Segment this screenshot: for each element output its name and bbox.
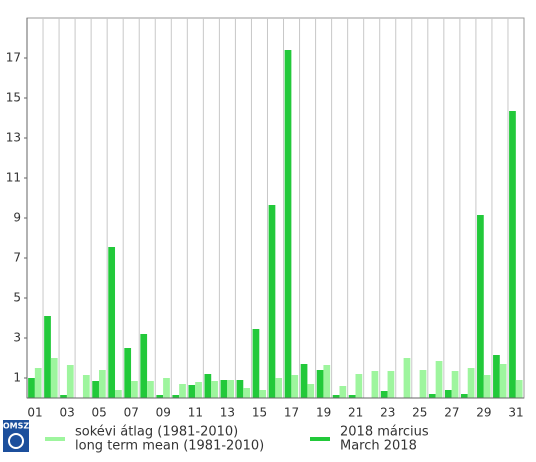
bar (211, 381, 218, 398)
bar (140, 334, 148, 398)
y-tick-label: 3 (13, 331, 21, 345)
bar (387, 371, 395, 398)
bar (467, 368, 475, 398)
bar (284, 50, 292, 398)
x-tick-label: 11 (188, 406, 203, 420)
bar (92, 381, 99, 398)
bar (44, 316, 51, 398)
x-tick-label: 05 (92, 406, 107, 420)
bar (323, 365, 331, 398)
bar (259, 390, 267, 398)
legend-label: long term mean (1981-2010) (75, 439, 264, 454)
x-tick-label: 23 (380, 406, 395, 420)
bar (493, 355, 500, 398)
bar (300, 364, 308, 398)
legend-label: 2018 március (340, 425, 429, 440)
bar (339, 386, 347, 398)
bar (28, 378, 35, 398)
bar (115, 390, 122, 398)
x-tick-label: 13 (220, 406, 235, 420)
y-tick-label: 13 (6, 131, 21, 145)
x-tick-label: 31 (508, 406, 523, 420)
bar (156, 395, 164, 398)
bar (460, 394, 468, 398)
x-tick-label: 27 (444, 406, 459, 420)
y-tick-label: 1 (13, 371, 21, 385)
bar (499, 364, 507, 398)
x-tick-label: 17 (284, 406, 299, 420)
bar (163, 378, 170, 398)
y-tick-label: 11 (6, 171, 21, 185)
bar (316, 370, 324, 398)
bar (435, 361, 443, 398)
bar (515, 380, 523, 398)
bar (131, 381, 138, 398)
bar (307, 384, 315, 398)
bar (355, 374, 363, 398)
bar (66, 365, 74, 398)
bar (428, 394, 436, 398)
bar (380, 391, 388, 398)
bar (204, 374, 212, 398)
bar (483, 375, 491, 398)
bar (268, 205, 276, 398)
bar (60, 395, 67, 398)
bar (236, 380, 244, 398)
bar (403, 358, 411, 398)
bar (82, 375, 90, 398)
bar (509, 111, 516, 398)
y-tick-label: 15 (6, 91, 21, 105)
bar (348, 395, 356, 398)
bar (371, 371, 379, 398)
bar (275, 378, 283, 398)
x-tick-label: 29 (476, 406, 491, 420)
bar (227, 380, 234, 398)
bar (220, 380, 228, 398)
x-tick-label: 19 (316, 406, 331, 420)
x-tick-label: 03 (59, 406, 74, 420)
x-tick-label: 09 (156, 406, 171, 420)
bar (332, 395, 340, 398)
bar (147, 381, 154, 398)
legend-label: March 2018 (340, 439, 417, 454)
bar (172, 395, 180, 398)
bar (243, 388, 251, 398)
plot-area (26, 17, 525, 399)
bar (98, 370, 106, 398)
bar (419, 370, 427, 398)
bar (195, 382, 202, 398)
bar (444, 390, 452, 398)
legend-label: sokévi átlag (1981-2010) (75, 425, 238, 440)
y-tick-label: 7 (13, 251, 21, 265)
bar (108, 247, 116, 398)
bar (188, 385, 196, 398)
bar (451, 371, 459, 398)
bar (124, 348, 132, 398)
x-tick-label: 25 (412, 406, 427, 420)
x-tick-label: 01 (27, 406, 42, 420)
x-tick-label: 15 (252, 406, 267, 420)
y-tick-label: 17 (6, 51, 21, 65)
logo-mark (8, 433, 24, 449)
bar (179, 384, 186, 398)
x-tick-label: 21 (348, 406, 363, 420)
logo (3, 420, 29, 452)
bar (291, 375, 299, 398)
bar (50, 358, 58, 398)
y-tick-label: 9 (13, 211, 21, 225)
bar (252, 329, 260, 398)
bar (34, 368, 42, 398)
x-tick-label: 07 (124, 406, 139, 420)
logo-text: OMSZ (3, 422, 30, 431)
bar (477, 215, 484, 398)
y-tick-label: 5 (13, 291, 21, 305)
